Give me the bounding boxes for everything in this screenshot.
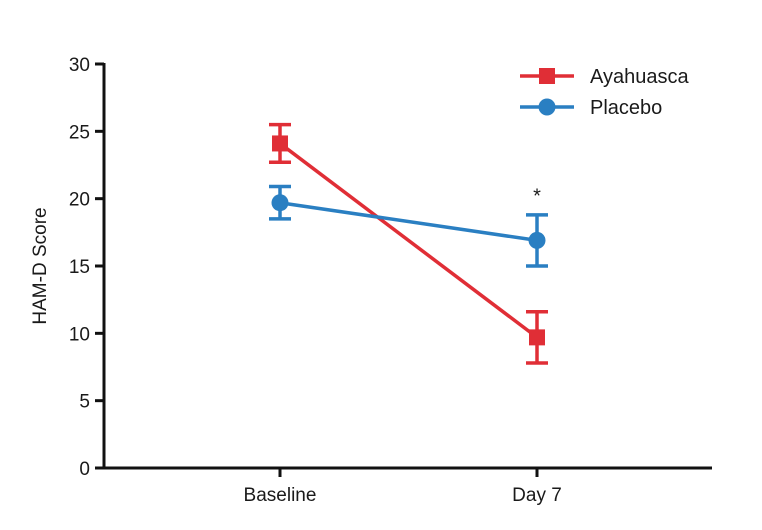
legend: Ayahuasca Placebo <box>520 66 689 119</box>
x-tick-label-0: Baseline <box>244 485 317 506</box>
placebo-point-1 <box>528 231 546 249</box>
placebo-point-0 <box>271 194 289 212</box>
legend-label-placebo: Placebo <box>590 97 662 119</box>
axes: 0 5 10 15 20 25 30 Baseline Day 7 <box>69 55 712 506</box>
y-tick-label-0: 0 <box>79 459 90 480</box>
placebo-line <box>279 200 538 243</box>
y-tick-label-30: 30 <box>69 55 90 76</box>
y-tick-label-25: 25 <box>69 122 90 143</box>
ayahuasca-line <box>278 142 539 339</box>
x-tick-label-1: Day 7 <box>512 485 562 506</box>
ayahuasca-point-1 <box>529 329 545 346</box>
y-axis-title: HAM-D Score <box>30 207 51 324</box>
ayahuasca-point-0 <box>272 135 288 152</box>
significance-marker: * <box>533 186 541 208</box>
y-tick-label-15: 15 <box>69 257 90 278</box>
y-tick-label-10: 10 <box>69 324 90 345</box>
y-tick-label-20: 20 <box>69 190 90 211</box>
legend-label-ayahuasca: Ayahuasca <box>590 66 689 88</box>
legend-marker-placebo <box>538 98 556 116</box>
series-lines <box>278 142 539 339</box>
annotations: * <box>533 186 541 208</box>
legend-marker-ayahuasca <box>539 68 555 84</box>
y-tick-label-5: 5 <box>79 392 90 413</box>
series-marks <box>269 122 548 365</box>
